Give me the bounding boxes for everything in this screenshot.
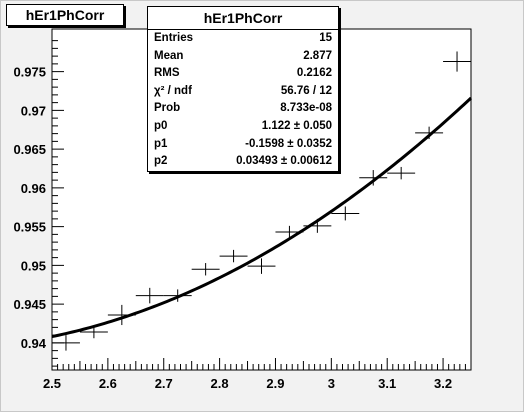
tick-labels: 0.94 0.945 0.95 0.955 0.96 0.965 0.97 0.975 2.5 2… [13, 65, 452, 391]
stats-label: p1 [154, 137, 168, 150]
data-point [79, 325, 108, 339]
stats-value: 56.76 / 12 [280, 84, 332, 97]
stats-label: Entries [154, 32, 193, 44]
stats-value: 1.122 ± 0.050 [261, 119, 332, 132]
stats-row-prob: Prob 8.733e-08 [148, 100, 338, 118]
y-tick-label: 0.945 [13, 297, 46, 312]
data-point [135, 287, 164, 304]
x-tick-label: 2.6 [99, 376, 117, 391]
stats-row-p0: p0 1.122 ± 0.050 [148, 118, 338, 136]
stats-row-chi2: χ² / ndf 56.76 / 12 [148, 83, 338, 101]
data-point [52, 335, 80, 351]
stats-row-rms: RMS 0.2162 [148, 65, 338, 83]
stats-value: -0.1598 ± 0.0352 [245, 137, 332, 150]
stats-label: p2 [154, 155, 168, 168]
data-point [275, 225, 304, 239]
y-tick-label: 0.96 [21, 181, 46, 196]
y-tick-label: 0.94 [21, 336, 47, 351]
x-tick-label: 3.2 [434, 376, 452, 391]
data-points [52, 51, 471, 351]
stats-title: hEr1PhCorr [148, 7, 338, 30]
stats-value: 8.733e-08 [280, 102, 332, 115]
data-point [387, 166, 416, 180]
x-tick-label: 2.9 [266, 376, 284, 391]
data-point [303, 218, 332, 233]
stats-value: 0.2162 [296, 67, 332, 80]
data-point [247, 258, 276, 274]
data-point [191, 263, 220, 276]
data-point [219, 249, 248, 263]
data-point [107, 304, 136, 326]
stats-row-p2: p2 0.03493 ± 0.00612 [148, 153, 338, 171]
y-tick-label: 0.955 [13, 220, 46, 235]
y-tick-label: 0.975 [13, 65, 46, 80]
stats-box: hEr1PhCorr Entries 15 Mean 2.877 RMS 0.2162… [147, 6, 339, 172]
y-tick-label: 0.97 [21, 103, 46, 118]
stats-row-mean: Mean 2.877 [148, 48, 338, 66]
x-tick-label: 3 [328, 376, 335, 391]
x-tick-label: 3.1 [378, 376, 396, 391]
data-point [163, 289, 192, 302]
data-point [359, 170, 388, 186]
stats-label: Prob [154, 102, 181, 115]
stats-label: p0 [154, 119, 168, 132]
x-tick-label: 2.8 [211, 376, 229, 391]
stats-label: Mean [154, 49, 184, 62]
data-point [443, 51, 471, 72]
data-point [415, 126, 444, 140]
stats-label: χ² / ndf [154, 84, 192, 97]
y-tick-label: 0.965 [13, 142, 46, 157]
y-tick-label: 0.95 [21, 258, 46, 273]
stats-row-p1: p1 -0.1598 ± 0.0352 [148, 136, 338, 154]
stats-label: RMS [154, 67, 180, 80]
x-tick-label: 2.5 [43, 376, 61, 391]
stats-value: 0.03493 ± 0.00612 [236, 155, 332, 168]
stats-value: 15 [319, 32, 332, 44]
data-point [331, 206, 360, 221]
stats-row-entries: Entries 15 [148, 30, 338, 48]
x-tick-label: 2.7 [155, 376, 173, 391]
histogram-title: hEr1PhCorr [6, 4, 124, 26]
stats-value: 2.877 [303, 49, 332, 62]
